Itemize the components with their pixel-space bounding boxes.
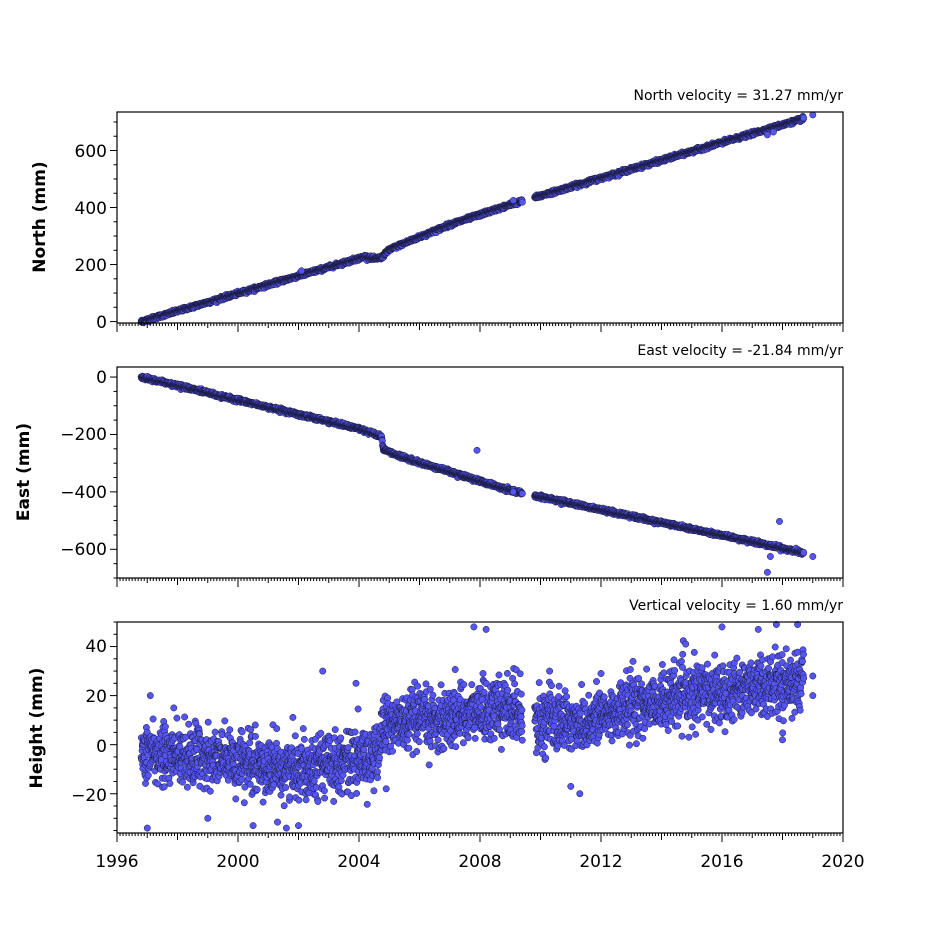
outlier-point <box>763 131 771 139</box>
outlier-point <box>809 111 817 119</box>
north-ytick-label: 600 <box>75 142 107 162</box>
outlier-point <box>298 267 305 275</box>
north-y-axis-label: North (mm) <box>30 161 50 272</box>
outlier-point <box>509 196 517 204</box>
data-point <box>518 198 526 206</box>
outlier-point <box>769 128 777 136</box>
north-velocity-title: North velocity = 31.27 mm/yr <box>633 88 843 104</box>
north-data-points <box>137 111 817 327</box>
north-ytick-label: 200 <box>75 256 107 276</box>
data-point <box>800 114 808 122</box>
north-panel: North velocity = 31.27 mm/yr North (mm) … <box>30 88 844 333</box>
north-ytick-label: 0 <box>96 313 107 333</box>
north-ytick-label: 400 <box>75 199 107 219</box>
